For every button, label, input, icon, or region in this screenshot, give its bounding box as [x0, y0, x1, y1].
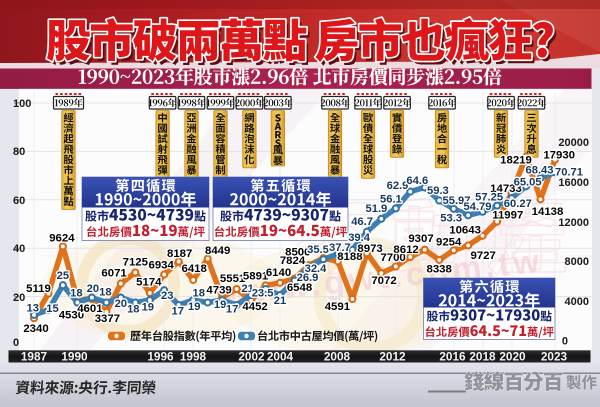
svg-text:8612: 8612 [393, 244, 418, 256]
svg-text:57.25: 57.25 [475, 191, 503, 203]
svg-text:15: 15 [46, 303, 58, 315]
svg-text:62.9: 62.9 [387, 180, 409, 192]
svg-text:4530: 4530 [59, 310, 84, 322]
svg-text:35.5: 35.5 [307, 244, 329, 256]
svg-text:6548: 6548 [287, 282, 312, 294]
svg-text:7824: 7824 [280, 255, 306, 267]
svg-text:8338: 8338 [427, 264, 452, 276]
svg-text:18219: 18219 [500, 155, 532, 167]
svg-text:18: 18 [70, 288, 82, 300]
svg-text:5119: 5119 [26, 283, 51, 295]
svg-text:2016: 2016 [439, 350, 466, 364]
svg-text:18: 18 [192, 288, 204, 300]
svg-text:68.43: 68.43 [526, 165, 554, 177]
svg-text:26.9: 26.9 [297, 272, 319, 284]
svg-text:8506: 8506 [285, 246, 310, 258]
svg-text:1987: 1987 [21, 350, 48, 364]
svg-text:32.4: 32.4 [305, 263, 328, 275]
svg-text:17: 17 [226, 304, 238, 316]
svg-text:8188: 8188 [337, 251, 362, 263]
svg-text:59.3: 59.3 [427, 185, 449, 197]
svg-text:7072: 7072 [371, 275, 396, 287]
svg-text:0: 0 [562, 336, 568, 348]
svg-text:5174: 5174 [136, 277, 162, 289]
svg-text:53.3: 53.3 [440, 212, 462, 224]
svg-text:2008: 2008 [324, 350, 351, 364]
svg-text:4739: 4739 [206, 285, 231, 297]
svg-text:56.1: 56.1 [380, 193, 402, 205]
svg-text:19: 19 [142, 302, 154, 314]
svg-text:23.5: 23.5 [252, 288, 274, 300]
svg-text:4601: 4601 [77, 303, 103, 315]
svg-text:100: 100 [13, 98, 31, 110]
svg-text:5551: 5551 [220, 273, 246, 285]
svg-text:46.7: 46.7 [351, 216, 373, 228]
svg-text:2340: 2340 [23, 323, 48, 335]
svg-text:20: 20 [87, 283, 99, 295]
svg-text:21: 21 [241, 283, 253, 295]
svg-text:20000: 20000 [558, 137, 589, 149]
svg-text:8187: 8187 [167, 248, 192, 260]
svg-text:19: 19 [214, 299, 226, 311]
svg-text:21: 21 [274, 295, 286, 307]
svg-text:4452: 4452 [242, 301, 267, 313]
svg-text:9727: 9727 [471, 250, 496, 262]
svg-text:17: 17 [171, 306, 183, 318]
svg-text:11997: 11997 [492, 210, 523, 222]
svg-text:12000: 12000 [558, 217, 589, 229]
svg-text:9307: 9307 [408, 233, 433, 245]
svg-text:39.4: 39.4 [348, 232, 371, 244]
svg-text:0: 0 [13, 337, 19, 349]
svg-text:2002: 2002 [238, 350, 265, 364]
svg-text:60.27: 60.27 [504, 198, 532, 210]
svg-text:23: 23 [161, 290, 173, 302]
svg-text:19: 19 [188, 301, 200, 313]
svg-text:18: 18 [99, 287, 111, 299]
svg-text:3377: 3377 [95, 313, 120, 325]
svg-text:37.7: 37.7 [329, 242, 351, 254]
svg-text:7700: 7700 [380, 252, 405, 264]
svg-text:16000: 16000 [558, 177, 589, 189]
svg-text:5891: 5891 [243, 270, 269, 282]
svg-text:54.79: 54.79 [464, 201, 492, 213]
svg-text:6418: 6418 [182, 263, 207, 275]
svg-text:2023: 2023 [541, 350, 568, 364]
svg-text:60: 60 [13, 195, 25, 207]
svg-text:8973: 8973 [357, 243, 382, 255]
svg-text:4000: 4000 [565, 296, 589, 308]
svg-text:8000: 8000 [565, 256, 589, 268]
svg-text:2018: 2018 [469, 350, 496, 364]
svg-text:7125: 7125 [123, 256, 149, 268]
svg-text:4591: 4591 [325, 301, 351, 313]
svg-text:6934: 6934 [149, 260, 175, 272]
svg-text:40: 40 [13, 243, 25, 255]
svg-text:2012: 2012 [379, 350, 406, 364]
svg-text:70.71: 70.71 [555, 166, 583, 178]
svg-text:13: 13 [26, 302, 38, 314]
svg-text:55.97: 55.97 [443, 195, 471, 207]
svg-text:2020: 2020 [499, 350, 526, 364]
svg-text:9624: 9624 [49, 232, 75, 244]
svg-text:10643: 10643 [449, 225, 481, 237]
svg-text:51.9: 51.9 [366, 203, 388, 215]
svg-text:6071: 6071 [101, 268, 127, 280]
svg-text:25: 25 [57, 270, 69, 282]
svg-text:8449: 8449 [205, 245, 230, 257]
svg-text:9254: 9254 [436, 237, 462, 249]
svg-text:14733: 14733 [490, 183, 522, 195]
svg-text:20: 20 [115, 298, 127, 310]
svg-text:14138: 14138 [532, 206, 564, 218]
svg-text:2004: 2004 [267, 350, 294, 364]
svg-text:64.6: 64.6 [406, 175, 428, 187]
svg-text:18: 18 [127, 304, 139, 316]
svg-text:80: 80 [13, 146, 25, 158]
svg-text:1998: 1998 [180, 350, 207, 364]
svg-text:1996: 1996 [147, 350, 174, 364]
svg-text:1990: 1990 [61, 350, 88, 364]
svg-text:20: 20 [13, 292, 25, 304]
svg-text:17930: 17930 [543, 150, 575, 162]
svg-text:65.05: 65.05 [514, 176, 542, 188]
svg-text:6140: 6140 [266, 267, 291, 279]
